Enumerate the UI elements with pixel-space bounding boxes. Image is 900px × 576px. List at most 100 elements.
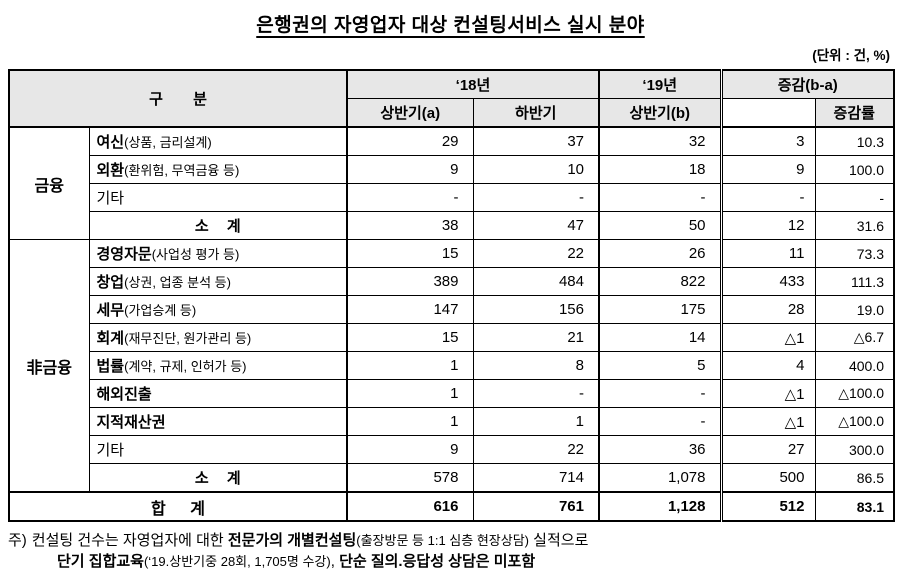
- cell-18h2: 21: [472, 323, 600, 352]
- cell-18h1: -: [346, 183, 474, 212]
- item-name: 회계: [96, 330, 125, 347]
- item-name: 세무: [96, 302, 125, 319]
- cell-item: 기타: [88, 183, 348, 212]
- cell-change: 28: [719, 295, 816, 324]
- cell-19h1: 32: [598, 126, 722, 156]
- table-row: 외환(환위험, 무역금융 등) 9 10 18 9 100.0: [9, 155, 895, 184]
- cell-change: -: [719, 183, 816, 212]
- table-row: 법률(계약, 규제, 인허가 등) 1 8 5 4 400.0: [9, 351, 895, 380]
- cell-rate: 83.1: [814, 491, 895, 522]
- cell-rate: 31.6: [814, 211, 895, 240]
- cell-19h1: 26: [598, 239, 722, 268]
- item-note: (상권, 업종 분석 등): [124, 275, 231, 290]
- cell-18h1: 616: [346, 491, 474, 522]
- cell-18h1: 9: [346, 435, 474, 464]
- cell-rate: 400.0: [814, 351, 895, 380]
- header-row-2: 상반기(a) 하반기 상반기(b) 증감률: [9, 98, 895, 128]
- subtotal-row: 소 계 578 714 1,078 500 86.5: [9, 463, 895, 493]
- total-row: 합 계 616 761 1,128 512 83.1: [8, 491, 895, 522]
- table-row: 지적재산권 1 1 - △1 △100.0: [9, 407, 895, 436]
- header-2019-h1: 상반기(b): [598, 98, 722, 128]
- cell-18h2: 10: [472, 155, 600, 184]
- page-title-text: 은행권의 자영업자 대상 컨설팅서비스 실시 분야: [256, 15, 645, 36]
- subtotal-row: 소 계 38 47 50 12 31.6: [9, 211, 895, 240]
- footnote: 주) 컨설팅 건수는 자영업자에 대한 전문가의 개별컨설팅(출장방문 등 1:1…: [8, 530, 893, 572]
- item-name: 여신: [96, 134, 125, 151]
- item-note: (가업승계 등): [124, 303, 197, 318]
- item-note: (환위험, 무역금융 등): [124, 163, 240, 178]
- cell-change: 4: [719, 351, 816, 380]
- table-row: 세무(가업승계 등) 147 156 175 28 19.0: [9, 295, 895, 324]
- cell-18h1: 15: [346, 239, 474, 268]
- item-name: 경영자문: [96, 246, 152, 263]
- cell-18h1: 1: [346, 351, 474, 380]
- item-note: (상품, 금리설계): [124, 135, 212, 150]
- cell-item: 지적재산권: [88, 407, 348, 436]
- item-name: 기타: [96, 190, 125, 207]
- cell-rate: 73.3: [814, 239, 895, 268]
- cell-19h1: 1,128: [598, 491, 722, 522]
- header-year-2018: ‘18년: [346, 69, 600, 99]
- footnote-text: 실적으로: [529, 532, 589, 549]
- item-name: 법률: [96, 358, 125, 375]
- cell-rate: 100.0: [814, 155, 895, 184]
- cell-item: 법률(계약, 규제, 인허가 등): [88, 351, 348, 380]
- table-row: 기타 9 22 36 27 300.0: [9, 435, 895, 464]
- cell-item: 경영자문(사업성 평가 등): [88, 239, 348, 268]
- footnote-line2: 단기 집합교육(‘19.상반기중 28회, 1,705명 수강), 단순 질의.…: [8, 551, 893, 572]
- cell-change: 27: [719, 435, 816, 464]
- cell-19h1: -: [598, 183, 722, 212]
- cell-rate: 111.3: [814, 267, 895, 296]
- cell-18h2: 47: [472, 211, 600, 240]
- header-change-rate: 증감률: [814, 98, 895, 128]
- item-note: (계약, 규제, 인허가 등): [124, 359, 247, 374]
- cell-rate: △6.7: [814, 323, 895, 352]
- cell-18h2: 1: [472, 407, 600, 436]
- cell-item: 여신(상품, 금리설계): [88, 126, 348, 156]
- cell-rate: △100.0: [814, 379, 895, 408]
- table-row: 금융 여신(상품, 금리설계) 29 37 32 3 10.3: [8, 126, 895, 240]
- footnote-text-bold: 단기 집합교육: [57, 553, 144, 570]
- cell-19h1: 5: [598, 351, 722, 380]
- cell-change: △1: [719, 323, 816, 352]
- cell-item: 창업(상권, 업종 분석 등): [88, 267, 348, 296]
- cell-18h1: 578: [346, 463, 474, 493]
- cell-19h1: 1,078: [598, 463, 722, 493]
- cell-change: 500: [719, 463, 816, 493]
- cell-rate: △100.0: [814, 407, 895, 436]
- cell-19h1: 822: [598, 267, 722, 296]
- cell-18h1: 147: [346, 295, 474, 324]
- cell-item: 세무(가업승계 등): [88, 295, 348, 324]
- cell-change: 3: [719, 126, 816, 156]
- footnote-marker: 주): [8, 532, 27, 549]
- cell-18h1: 9: [346, 155, 474, 184]
- cell-change: △1: [719, 407, 816, 436]
- item-name: 외환: [96, 162, 125, 179]
- page-title: 은행권의 자영업자 대상 컨설팅서비스 실시 분야: [8, 10, 893, 37]
- cell-rate: 10.3: [814, 126, 895, 156]
- cell-18h2: 761: [472, 491, 600, 522]
- item-note: (재무진단, 원가관리 등): [124, 331, 252, 346]
- cell-rate: 19.0: [814, 295, 895, 324]
- group-cell-finance: 금융: [8, 126, 90, 240]
- total-label: 합 계: [8, 491, 348, 522]
- cell-item: 회계(재무진단, 원가관리 등): [88, 323, 348, 352]
- header-change: 증감(b-a): [719, 69, 895, 99]
- cell-18h2: 156: [472, 295, 600, 324]
- item-note: (사업성 평가 등): [151, 247, 240, 262]
- cell-18h1: 1: [346, 407, 474, 436]
- footnote-text-small: (‘19.상반기중 28회, 1,705명 수강): [143, 554, 331, 569]
- cell-18h1: 1: [346, 379, 474, 408]
- cell-change: △1: [719, 379, 816, 408]
- header-2018-h1: 상반기(a): [346, 98, 474, 128]
- cell-19h1: -: [598, 379, 722, 408]
- header-year-2019: ‘19년: [598, 69, 722, 99]
- cell-change: 12: [719, 211, 816, 240]
- cell-change: 433: [719, 267, 816, 296]
- header-category: 구 분: [8, 69, 348, 128]
- cell-19h1: 18: [598, 155, 722, 184]
- cell-18h2: 22: [472, 239, 600, 268]
- table-row: 기타 - - - - -: [9, 183, 895, 212]
- cell-18h2: 8: [472, 351, 600, 380]
